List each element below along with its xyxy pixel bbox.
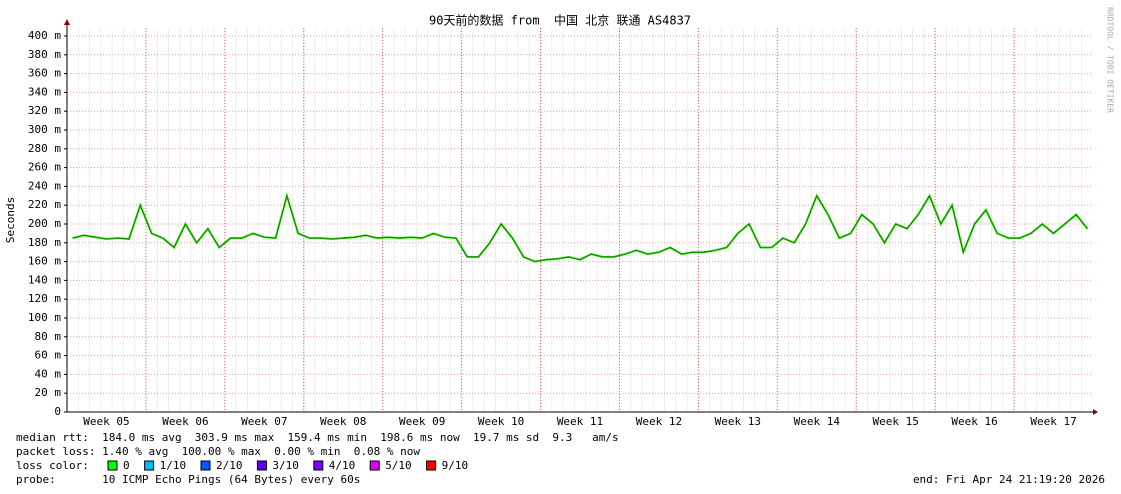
grid: 0 20 m 40 m 60 m 80 m 100 m 120 m 140 m 160 m 180… bbox=[28, 28, 1093, 428]
loss-swatch-label: 4/10 bbox=[329, 459, 356, 472]
y-tick-label: 280 m bbox=[28, 142, 61, 155]
x-arrow bbox=[1093, 409, 1098, 415]
loss-swatch-label: 0 bbox=[123, 459, 130, 472]
x-tick-label: Week 11 bbox=[557, 415, 603, 428]
x-tick-label: Week 16 bbox=[951, 415, 997, 428]
loss-swatch bbox=[313, 460, 324, 471]
loss-swatch bbox=[144, 460, 155, 471]
footer: median rtt: 184.0 ms avg 303.9 ms max 15… bbox=[16, 431, 1105, 486]
y-tick-label: 200 m bbox=[28, 217, 61, 230]
y-tick-label: 400 m bbox=[28, 29, 61, 42]
x-tick-label: Week 14 bbox=[794, 415, 841, 428]
x-tick-label: Week 15 bbox=[873, 415, 919, 428]
x-tick-label: Week 08 bbox=[320, 415, 366, 428]
x-tick-label: Week 10 bbox=[478, 415, 524, 428]
loss-swatch-label: 9/10 bbox=[442, 459, 469, 472]
y-axis-label: Seconds bbox=[4, 197, 17, 243]
y-tick-label: 40 m bbox=[35, 367, 62, 380]
x-tick-label: Week 06 bbox=[162, 415, 208, 428]
y-tick-label: 300 m bbox=[28, 123, 61, 136]
marks bbox=[72, 192, 1089, 263]
y-tick-label: 360 m bbox=[28, 67, 61, 80]
loss-swatch-label: 5/10 bbox=[385, 459, 412, 472]
chart-title: 90天前的数据 from 中国 北京 联通 AS4837 bbox=[429, 13, 691, 28]
x-tick-label: Week 17 bbox=[1030, 415, 1076, 428]
loss-swatch-label: 1/10 bbox=[160, 459, 187, 472]
y-tick-label: 20 m bbox=[35, 386, 62, 399]
x-tick-label: Week 09 bbox=[399, 415, 445, 428]
y-tick-label: 180 m bbox=[28, 236, 61, 249]
probe: probe: 10 ICMP Echo Pings (64 Bytes) eve… bbox=[16, 473, 360, 486]
loss-swatch-label: 3/10 bbox=[272, 459, 299, 472]
y-tick-label: 0 bbox=[54, 405, 61, 418]
loss-swatch bbox=[107, 460, 118, 471]
y-tick-label: 340 m bbox=[28, 85, 61, 98]
y-tick-label: 80 m bbox=[35, 330, 62, 343]
y-tick-label: 380 m bbox=[28, 48, 61, 61]
end-time: end: Fri Apr 24 21:19:20 2026 bbox=[913, 473, 1105, 486]
y-tick-label: 120 m bbox=[28, 292, 61, 305]
x-tick-label: Week 05 bbox=[83, 415, 129, 428]
loss-swatch bbox=[200, 460, 211, 471]
x-tick-label: Week 12 bbox=[636, 415, 682, 428]
y-tick-label: 140 m bbox=[28, 273, 61, 286]
loss-swatch bbox=[426, 460, 437, 471]
stats-line: packet loss: 1.40 % avg 100.00 % max 0.0… bbox=[16, 445, 420, 458]
y-tick-label: 260 m bbox=[28, 161, 61, 174]
y-tick-label: 100 m bbox=[28, 311, 61, 324]
watermark: RRDTOOL / TOBI OETIKER bbox=[1106, 7, 1115, 113]
x-tick-label: Week 13 bbox=[715, 415, 761, 428]
loss-swatch-label: 2/10 bbox=[216, 459, 243, 472]
y-tick-label: 160 m bbox=[28, 255, 61, 268]
series-line-core bbox=[72, 194, 1088, 262]
y-tick-label: 320 m bbox=[28, 104, 61, 117]
y-tick-label: 220 m bbox=[28, 198, 61, 211]
y-tick-label: 60 m bbox=[35, 349, 62, 362]
x-tick-label: Week 07 bbox=[241, 415, 287, 428]
y-tick-label: 240 m bbox=[28, 179, 61, 192]
y-arrow bbox=[64, 19, 70, 25]
stats-line: median rtt: 184.0 ms avg 303.9 ms max 15… bbox=[16, 431, 619, 444]
loss-swatch bbox=[369, 460, 380, 471]
loss-swatch bbox=[256, 460, 267, 471]
loss-label: loss color: bbox=[16, 459, 89, 472]
